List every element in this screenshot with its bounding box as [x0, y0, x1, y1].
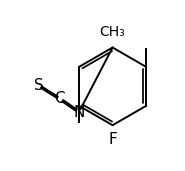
Text: F: F — [108, 132, 117, 147]
Text: N: N — [73, 104, 85, 120]
Text: S: S — [34, 78, 44, 93]
Text: CH₃: CH₃ — [100, 25, 125, 39]
Text: C: C — [55, 91, 65, 106]
